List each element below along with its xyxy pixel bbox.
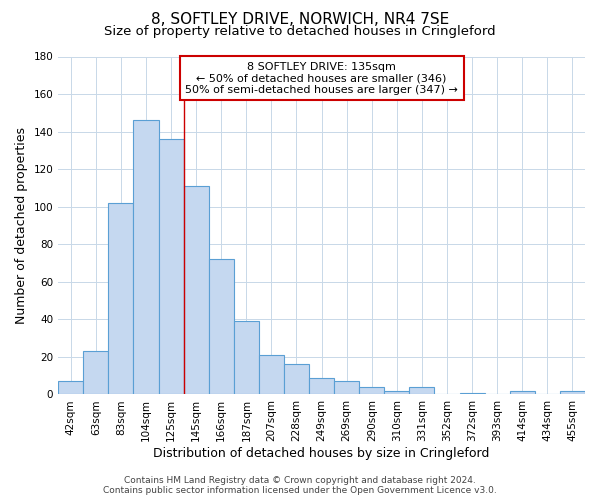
Bar	[284, 364, 309, 394]
Bar	[334, 382, 359, 394]
Bar	[133, 120, 158, 394]
X-axis label: Distribution of detached houses by size in Cringleford: Distribution of detached houses by size …	[154, 447, 490, 460]
Bar	[109, 203, 133, 394]
Bar	[158, 139, 184, 394]
Bar	[510, 390, 535, 394]
Bar	[309, 378, 334, 394]
Bar	[184, 186, 209, 394]
Bar	[560, 390, 585, 394]
Text: 8 SOFTLEY DRIVE: 135sqm
← 50% of detached houses are smaller (346)
50% of semi-d: 8 SOFTLEY DRIVE: 135sqm ← 50% of detache…	[185, 62, 458, 95]
Bar	[259, 355, 284, 395]
Bar	[234, 321, 259, 394]
Bar	[209, 260, 234, 394]
Text: Contains HM Land Registry data © Crown copyright and database right 2024.
Contai: Contains HM Land Registry data © Crown c…	[103, 476, 497, 495]
Text: 8, SOFTLEY DRIVE, NORWICH, NR4 7SE: 8, SOFTLEY DRIVE, NORWICH, NR4 7SE	[151, 12, 449, 28]
Bar	[409, 387, 434, 394]
Bar	[385, 390, 409, 394]
Text: Size of property relative to detached houses in Cringleford: Size of property relative to detached ho…	[104, 25, 496, 38]
Bar	[359, 387, 385, 394]
Bar	[83, 352, 109, 395]
Bar	[460, 392, 485, 394]
Bar	[58, 382, 83, 394]
Y-axis label: Number of detached properties: Number of detached properties	[15, 127, 28, 324]
